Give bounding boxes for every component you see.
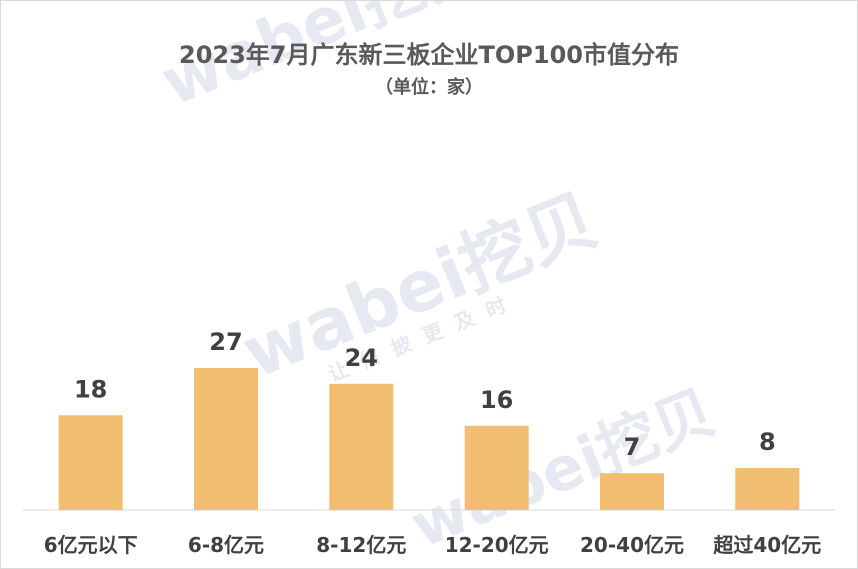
chart-subtitle: （单位：家）	[375, 77, 483, 98]
x-tick-label: 20-40亿元	[580, 533, 684, 557]
bar	[600, 473, 664, 510]
bar	[735, 467, 800, 510]
x-tick-label: 6亿元以下	[44, 533, 138, 557]
bar	[58, 415, 123, 510]
data-label: 27	[209, 328, 242, 356]
x-tick-label: 超过40亿元	[712, 533, 821, 557]
data-label: 7	[624, 433, 641, 461]
data-label: 16	[480, 386, 513, 414]
bar	[329, 383, 394, 510]
x-tick-label: 12-20亿元	[445, 533, 549, 557]
data-label: 8	[759, 428, 776, 456]
x-tick-label: 6-8亿元	[188, 533, 264, 557]
chart-title: 2023年7月广东新三板企业TOP100市值分布	[179, 41, 679, 69]
bar	[194, 368, 258, 510]
data-label: 18	[74, 375, 107, 403]
x-tick-label: 8-12亿元	[316, 533, 406, 557]
bar	[464, 425, 529, 510]
data-label: 24	[345, 344, 378, 372]
